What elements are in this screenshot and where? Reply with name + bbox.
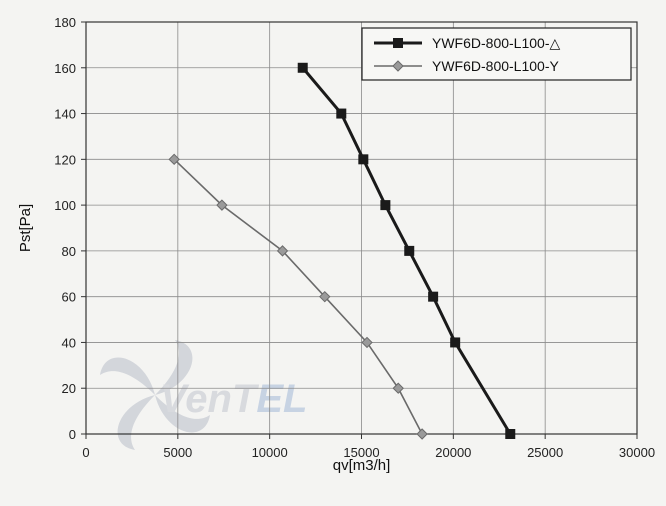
data-point (392, 382, 404, 394)
watermark-text: VenTEL (160, 377, 307, 421)
x-tick-label: 20000 (435, 445, 471, 460)
legend-box (361, 27, 632, 81)
y-tick-label: 80 (62, 244, 76, 259)
y-tick-label: 160 (54, 61, 76, 76)
data-point (336, 108, 347, 119)
legend-marker (393, 38, 403, 48)
x-tick-label: 30000 (619, 445, 655, 460)
data-point (380, 200, 391, 211)
x-tick-label: 10000 (252, 445, 288, 460)
legend-entry: YWF6D-800-L100-△ (374, 35, 560, 51)
fan-logo-icon (100, 340, 210, 450)
grid (86, 22, 637, 434)
y-tick-label: 0 (69, 427, 76, 442)
legend-label: YWF6D-800-L100-△ (432, 35, 560, 51)
y-tick-label: 40 (62, 335, 76, 350)
series-1 (297, 62, 516, 439)
x-tick-label: 0 (82, 445, 89, 460)
series-line (301, 66, 512, 435)
watermark-part1: VenT (160, 377, 260, 421)
data-point (428, 291, 439, 302)
data-point (505, 429, 516, 439)
y-tick-label: 180 (54, 15, 76, 30)
legend: YWF6D-800-L100-△ YWF6D-800-L100-Y (361, 27, 632, 81)
data-point (319, 290, 331, 303)
x-axis-title: qv[m3/h] (333, 457, 391, 474)
y-tick-label: 140 (54, 107, 76, 122)
data-point (168, 153, 180, 166)
ventel-watermark: VenTEL (100, 340, 307, 450)
watermark-part2: EL (256, 377, 307, 421)
axes: 0 5000 10000 15000 20000 25000 30000 0 20 40 60 80 1… (54, 15, 655, 460)
y-tick-label: 60 (62, 290, 76, 305)
legend-entry: YWF6D-800-L100-Y (374, 58, 559, 74)
x-tick-label: 15000 (343, 445, 379, 460)
y-tick-label: 100 (54, 198, 76, 213)
data-point (450, 337, 461, 348)
data-point (216, 199, 228, 211)
series (168, 62, 516, 440)
y-tick-label: 20 (62, 381, 76, 396)
y-tick-label: 120 (54, 152, 76, 167)
y-axis-title: Pst[Pa] (17, 204, 34, 252)
data-point (297, 62, 308, 73)
x-tick-label: 25000 (527, 445, 563, 460)
legend-marker (392, 60, 404, 72)
data-point (404, 245, 415, 256)
data-point (416, 428, 428, 440)
series-2 (168, 153, 428, 440)
x-tick-label: 5000 (163, 445, 192, 460)
data-point (276, 245, 289, 257)
legend-label: YWF6D-800-L100-Y (432, 58, 559, 74)
data-point (358, 154, 369, 165)
data-point (361, 336, 373, 349)
